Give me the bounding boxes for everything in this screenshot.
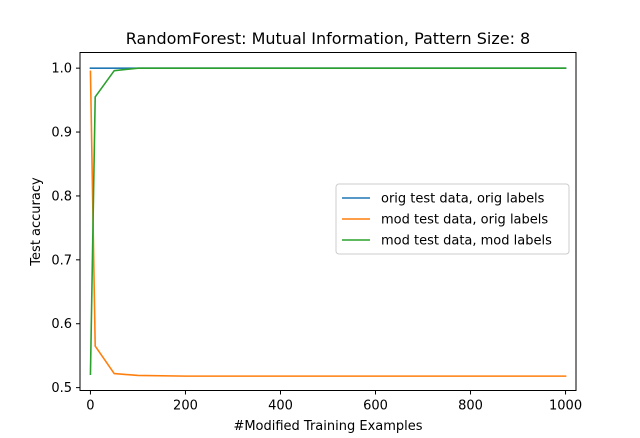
x-tick-label: 400	[268, 399, 293, 414]
x-tick-label: 800	[458, 399, 483, 414]
legend: orig test data, orig labels mod test data…	[335, 183, 570, 255]
x-tick-label: 1000	[549, 399, 582, 414]
series-line-3	[89, 67, 567, 376]
y-tick-label: 1.0	[51, 62, 72, 77]
x-tick-label: 600	[363, 399, 388, 414]
chart-title: RandomForest: Mutual Information, Patter…	[126, 29, 530, 48]
x-tick-label: 0	[86, 399, 94, 414]
y-tick-label: 0.5	[51, 381, 72, 396]
legend-label-3: mod test data, mod labels	[381, 234, 552, 249]
y-tick-label: 0.8	[51, 189, 72, 204]
x-tick-label: 200	[173, 399, 198, 414]
x-axis-label: #Modified Training Examples	[233, 419, 422, 434]
series-line-2	[89, 70, 567, 377]
y-tick-label: 0.9	[51, 126, 72, 141]
plot-series	[89, 67, 567, 377]
legend-label-1: orig test data, orig labels	[381, 192, 545, 207]
y-tick-label: 0.6	[51, 317, 72, 332]
x-axis: 0 200 400 600 800 1000	[86, 390, 582, 414]
legend-entries: orig test data, orig labels mod test data…	[342, 192, 552, 249]
y-axis-label: Test accuracy	[29, 177, 44, 267]
legend-label-2: mod test data, orig labels	[381, 213, 548, 228]
legend-box	[335, 183, 570, 255]
y-axis: 0.5 0.6 0.7 0.8 0.9 1.0	[51, 62, 80, 396]
y-tick-label: 0.7	[51, 253, 72, 268]
plot-frame	[79, 52, 577, 391]
